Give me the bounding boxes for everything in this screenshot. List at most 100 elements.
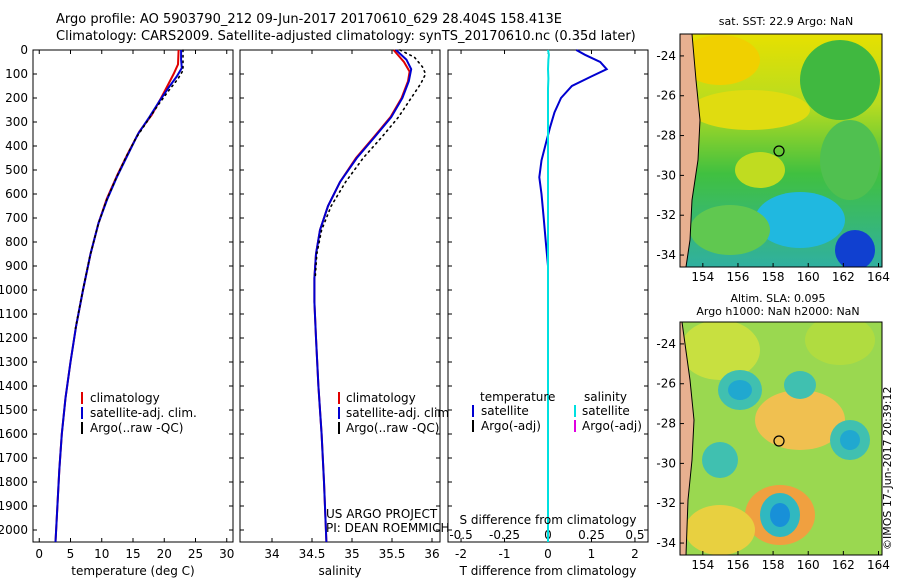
lat-tick-label: -26 bbox=[656, 377, 676, 391]
difference-panel: -2 -1 0 1 2-0.5 -0.25 0 0.25 0.5 S difference fr… bbox=[447, 49, 649, 578]
sst-map: sat. SST: 22.9 Argo: NaN bbox=[656, 15, 890, 284]
x-tick-label: 35.5 bbox=[379, 547, 406, 561]
depth-tick-label: 700 bbox=[5, 211, 28, 225]
legend-swatch-argo bbox=[81, 422, 83, 434]
lon-tick-label: 164 bbox=[867, 558, 890, 572]
sst-map-field bbox=[680, 34, 882, 267]
depth-tick-label: 100 bbox=[5, 67, 28, 81]
lat-tick-label: -26 bbox=[656, 89, 676, 103]
lat-tick-label: -30 bbox=[656, 168, 676, 182]
legend-label-sal-satellite: satellite bbox=[582, 404, 630, 418]
legend-swatch-sal-argo bbox=[574, 420, 576, 432]
depth-tick-label: 1700 bbox=[0, 451, 28, 465]
sla-map: Altim. SLA: 0.095 Argo h1000: NaN h2000:… bbox=[656, 292, 890, 572]
salinity-panel: 34 34.5 35 35.5 36 salinity climatology sate… bbox=[239, 49, 453, 578]
sla-map-title-2: Argo h1000: NaN h2000: NaN bbox=[696, 305, 859, 318]
salinity-panel-frame bbox=[239, 49, 441, 543]
x-tick-label: 2 bbox=[631, 547, 639, 561]
salinity-plot: 34 34.5 35 35.5 36 bbox=[240, 49, 440, 561]
x-tick-label: 0 bbox=[544, 547, 552, 561]
depth-tick-label: 1200 bbox=[0, 331, 28, 345]
legend-label-argo: Argo(..raw -QC) bbox=[90, 421, 183, 435]
sst-map-frame bbox=[679, 33, 883, 268]
temperature-panel: 0 5 10 15 20 25 30 0 100 200 300 400 500 600 700 800 90… bbox=[0, 43, 234, 578]
lon-tick-label: 160 bbox=[797, 270, 820, 284]
x-tick-label: 15 bbox=[125, 547, 140, 561]
depth-tick-label: 0 bbox=[20, 43, 28, 57]
sal-diff-tick-label: -0.25 bbox=[489, 528, 520, 542]
x-tick-label: 34 bbox=[264, 547, 279, 561]
depth-tick-label: 1400 bbox=[0, 379, 28, 393]
legend-swatch-sal-satellite bbox=[574, 405, 576, 417]
sal-diff-tick-label: -0.5 bbox=[449, 528, 472, 542]
sal-diff-tick-label: 0.25 bbox=[578, 528, 605, 542]
lat-tick-label: -30 bbox=[656, 456, 676, 470]
depth-axis: 0 100 200 300 400 500 600 700 800 900 1000 1100 1200… bbox=[0, 43, 28, 537]
legend-swatch-climatology bbox=[81, 392, 83, 404]
temperature-legend: climatology satellite-adj. clim. Argo(..… bbox=[81, 391, 197, 435]
depth-tick-label: 1300 bbox=[0, 355, 28, 369]
series-satellite-adj-clim- bbox=[313, 49, 413, 543]
x-tick-label: -1 bbox=[499, 547, 511, 561]
sst-argo-position-marker bbox=[773, 145, 785, 157]
depth-tick-label: 1000 bbox=[0, 283, 28, 297]
side-label: ©IMOS 17-Jun-2017 20:39:12 bbox=[881, 386, 894, 550]
legend-label-climatology: climatology bbox=[346, 391, 416, 405]
series-argo-raw-qc- bbox=[314, 49, 427, 279]
depth-tick-label: 1500 bbox=[0, 403, 28, 417]
legend-title-temperature: temperature bbox=[480, 390, 555, 404]
lat-tick-label: -34 bbox=[656, 248, 676, 262]
sla-argo-position-marker bbox=[773, 435, 785, 447]
lon-tick-label: 160 bbox=[797, 558, 820, 572]
credit-project: US ARGO PROJECT bbox=[326, 507, 438, 521]
legend-swatch-satellite bbox=[81, 407, 83, 419]
x-tick-label: 25 bbox=[188, 547, 203, 561]
depth-tick-label: 800 bbox=[5, 235, 28, 249]
difference-xlabel: T difference from climatology bbox=[459, 564, 637, 578]
lat-tick-label: -24 bbox=[656, 49, 676, 63]
x-tick-label: 34.5 bbox=[299, 547, 326, 561]
series-argo-raw-qc- bbox=[74, 49, 184, 330]
depth-tick-label: 600 bbox=[5, 187, 28, 201]
credit-pi: PI: DEAN ROEMMICH bbox=[326, 521, 449, 535]
sal-diff-tick-label: 0.5 bbox=[625, 528, 644, 542]
x-tick-label: 30 bbox=[219, 547, 234, 561]
temperature-xlabel: temperature (deg C) bbox=[71, 564, 194, 578]
x-tick-label: 36 bbox=[424, 547, 439, 561]
lon-tick-label: 156 bbox=[727, 558, 750, 572]
legend-swatch-satellite bbox=[338, 407, 340, 419]
depth-tick-label: 2000 bbox=[0, 523, 28, 537]
sla-map-axes: 154 156 158 160 162 164 -24 -26 -28 -30 -32 -34 bbox=[656, 337, 890, 572]
sla-map-frame bbox=[679, 321, 883, 556]
depth-tick-label: 300 bbox=[5, 115, 28, 129]
legend-label-temp-satellite: satellite bbox=[481, 404, 529, 418]
salinity-legend: climatology satellite-adj. clim. Argo(..… bbox=[338, 391, 453, 435]
legend-swatch-temp-satellite bbox=[472, 405, 474, 417]
legend-swatch-temp-argo bbox=[472, 420, 474, 432]
salinity-xlabel: salinity bbox=[318, 564, 361, 578]
x-tick-label: 5 bbox=[67, 547, 75, 561]
x-tick-label: 10 bbox=[94, 547, 109, 561]
sst-map-axes: 154 156 158 160 162 164 -24 -26 -28 -30 -32 -34 bbox=[656, 49, 890, 284]
x-tick-label: -2 bbox=[455, 547, 467, 561]
lat-tick-label: -32 bbox=[656, 496, 676, 510]
lon-tick-label: 162 bbox=[832, 558, 855, 572]
lat-tick-label: -24 bbox=[656, 337, 676, 351]
legend-label-sal-argo: Argo(-adj) bbox=[582, 419, 642, 433]
temperature-plot: 0 5 10 15 20 25 30 bbox=[33, 49, 234, 561]
lon-tick-label: 158 bbox=[762, 558, 785, 572]
depth-tick-label: 900 bbox=[5, 259, 28, 273]
sla-map-title-1: Altim. SLA: 0.095 bbox=[730, 292, 825, 305]
depth-tick-label: 1800 bbox=[0, 475, 28, 489]
legend-label-satellite: satellite-adj. clim. bbox=[90, 406, 197, 420]
legend-title-salinity: salinity bbox=[584, 390, 627, 404]
legend-label-satellite: satellite-adj. clim. bbox=[346, 406, 453, 420]
depth-tick-label: 1100 bbox=[0, 307, 28, 321]
x-tick-label: 20 bbox=[157, 547, 172, 561]
difference-legend: temperature salinity satellite Argo(-adj… bbox=[472, 390, 642, 433]
depth-tick-label: 1900 bbox=[0, 499, 28, 513]
legend-swatch-argo bbox=[338, 422, 340, 434]
sla-map-field bbox=[680, 322, 882, 555]
lon-tick-label: 154 bbox=[691, 270, 714, 284]
